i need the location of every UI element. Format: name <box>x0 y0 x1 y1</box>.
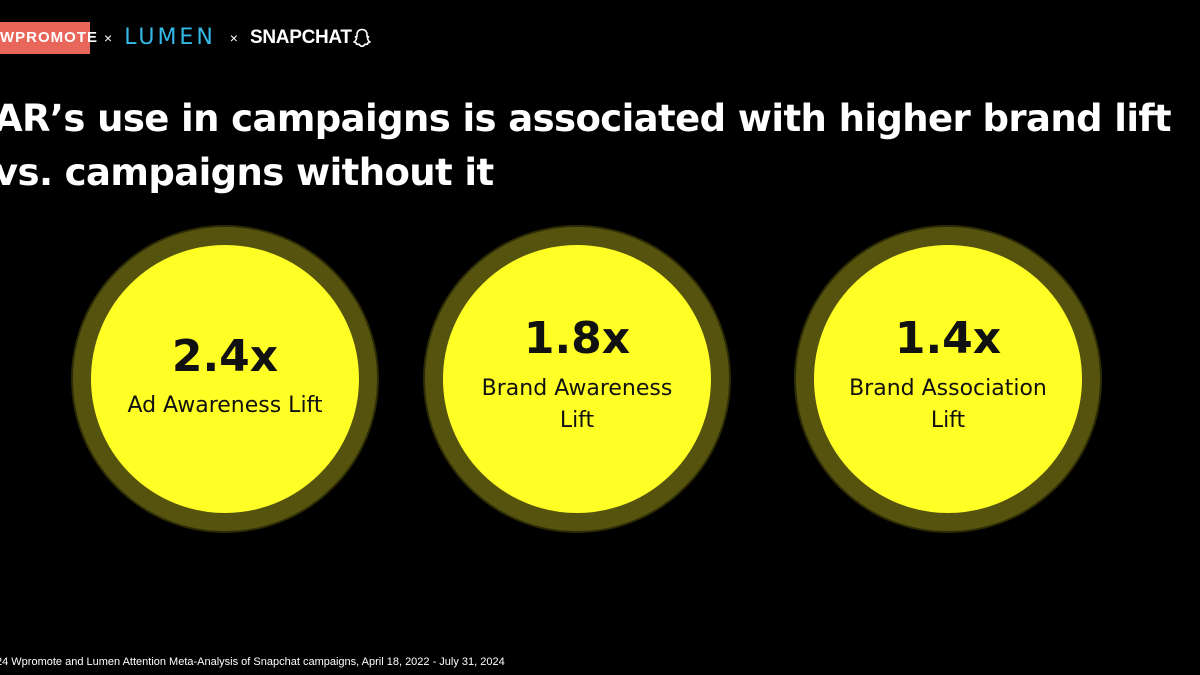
lumen-logo: LUMEN <box>124 25 216 50</box>
stat-label: Brand Association <box>849 376 1047 401</box>
snapchat-wordmark: SNAPCHAT <box>249 27 352 48</box>
logo-separator: × <box>229 30 238 46</box>
source-footnote: 24 Wpromote and Lumen Attention Meta-Ana… <box>0 656 505 668</box>
logo-separator: × <box>104 30 113 46</box>
stat-circle-brand-association: 1.4x Brand Association Lift <box>796 227 1100 531</box>
stat-circle-ad-awareness: 2.4x Ad Awareness Lift <box>73 227 377 531</box>
stat-label: Brand Awareness <box>481 376 673 401</box>
stat-label: Lift <box>559 408 595 433</box>
stat-value: 1.8x <box>523 313 631 364</box>
stat-label: Ad Awareness Lift <box>127 393 323 418</box>
stat-label: Lift <box>930 408 966 433</box>
title-line-1: AR’s use in campaigns is associated with… <box>0 97 1172 140</box>
stat-circle-brand-awareness: 1.8x Brand Awareness Lift <box>425 227 729 531</box>
snapchat-logo: SNAPCHAT <box>250 22 371 54</box>
page-title: AR’s use in campaigns is associated with… <box>0 92 1194 200</box>
wpromote-logo: WPROMOTE <box>0 22 97 54</box>
stat-value: 1.4x <box>894 313 1002 364</box>
title-line-2: vs. campaigns without it <box>0 151 494 194</box>
ghost-icon <box>352 28 371 48</box>
partner-logos: WPROMOTE × LUMEN × SNAPCHAT <box>0 22 371 54</box>
stat-value: 2.4x <box>171 331 279 382</box>
